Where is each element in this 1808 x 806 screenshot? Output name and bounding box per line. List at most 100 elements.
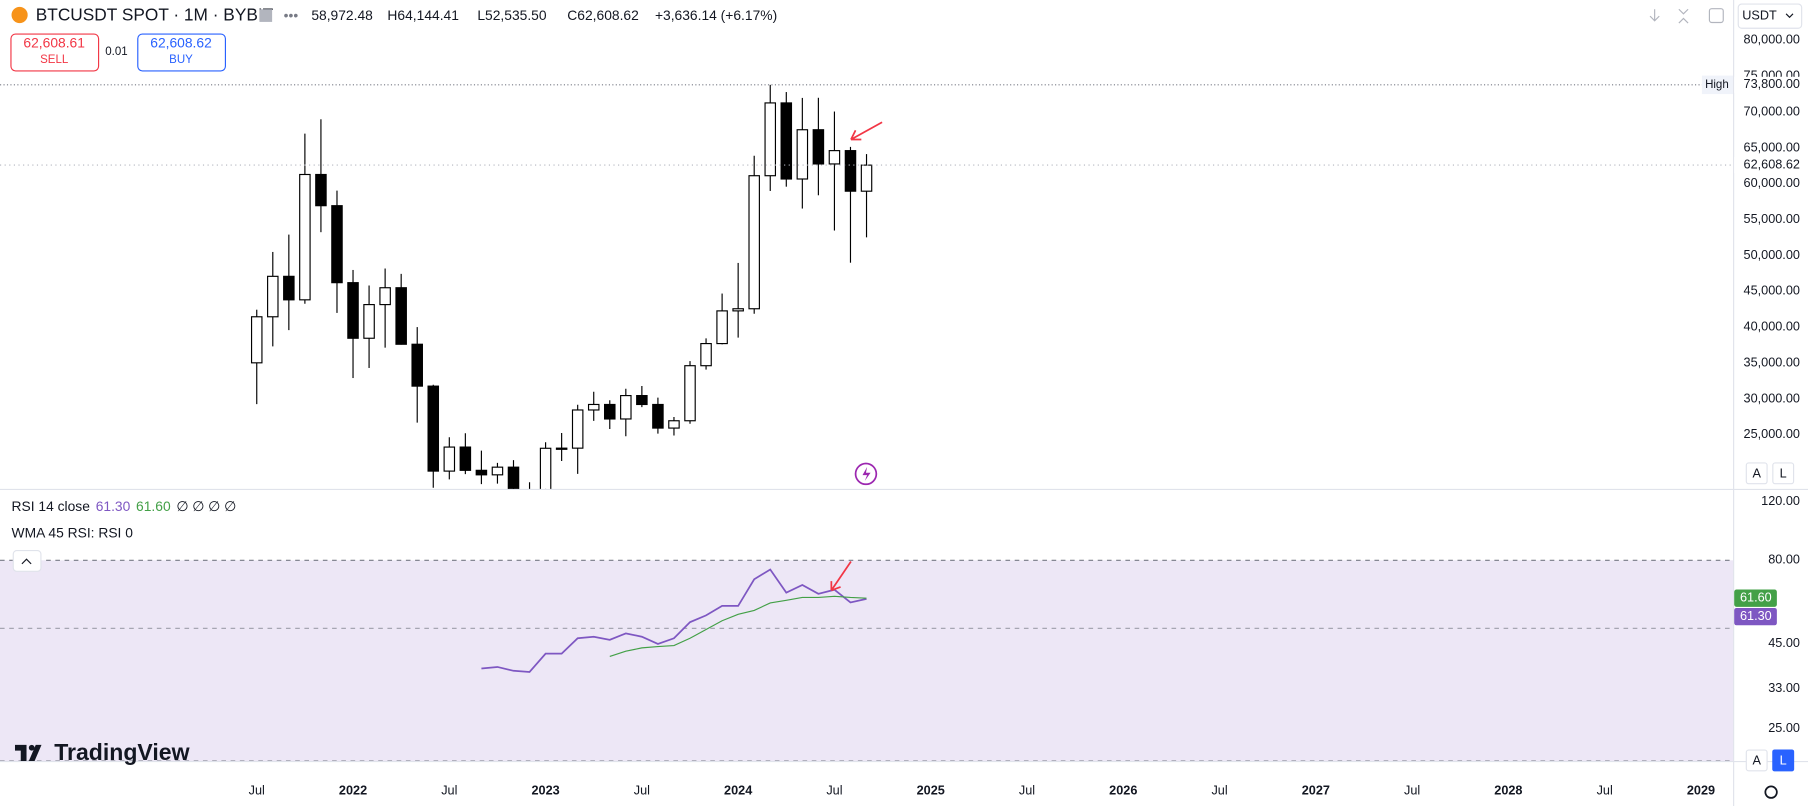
logo-mark xyxy=(14,744,42,762)
x-tick-label: Jul xyxy=(826,783,842,797)
currency-select[interactable] xyxy=(1737,3,1803,29)
ohlc-close: C62,608.62 xyxy=(567,7,639,23)
x-tick-label: 2029 xyxy=(1687,783,1715,797)
candle-body xyxy=(363,304,375,339)
candle-body xyxy=(347,282,359,339)
candle-body xyxy=(812,129,825,165)
candle-body xyxy=(411,343,423,387)
x-tick-label: Jul xyxy=(1597,783,1613,797)
rsi-tick-label: 25.00 xyxy=(1768,721,1800,735)
coin-icon xyxy=(11,6,28,24)
wma-legend: WMA 45 RSI: RSI 0 xyxy=(12,525,134,541)
y-tick-label: 25,000.00 xyxy=(1744,427,1800,441)
rsi-tick-label: 33.00 xyxy=(1768,681,1800,695)
buy-price: 62,608.62 xyxy=(150,34,212,50)
annotation-arrow xyxy=(830,561,852,592)
candle-body xyxy=(427,385,440,472)
x-tick-label: Jul xyxy=(1211,783,1227,797)
sell-price: 62,608.61 xyxy=(23,34,85,50)
y-tick-label: 45,000.00 xyxy=(1744,284,1800,298)
log-scale-button-active[interactable] xyxy=(1772,749,1795,772)
candle-body xyxy=(748,175,760,310)
annotation-arrow xyxy=(850,121,883,141)
candle-body xyxy=(395,287,407,345)
candle-body xyxy=(844,150,857,192)
high-tag-label: High xyxy=(1705,79,1729,91)
settings-icon[interactable] xyxy=(1764,785,1778,799)
dropdown-caret xyxy=(1785,13,1794,19)
candle-body xyxy=(379,287,391,306)
axes: 80,000.0075,000.0070,000.0065,000.0060,0… xyxy=(0,33,1806,797)
ohlc-change: +3,636.14 (+6.17%) xyxy=(655,7,777,23)
candle-body xyxy=(668,420,680,429)
candle-body xyxy=(571,409,584,449)
last-value-box xyxy=(1734,589,1777,607)
candle-body xyxy=(267,275,279,318)
log-scale-label: L xyxy=(1780,753,1787,767)
sell-button[interactable] xyxy=(10,33,100,72)
candle-body xyxy=(459,446,472,471)
rsi-line xyxy=(609,595,867,657)
y-tick-label: 60,000.00 xyxy=(1744,176,1800,190)
x-tick-label: 2027 xyxy=(1302,783,1330,797)
spread: 0.01 xyxy=(105,46,127,58)
icon-collapse[interactable] xyxy=(1678,8,1689,24)
last-value-label: 61.30 xyxy=(1740,609,1772,623)
ohlc-low: L52,535.50 xyxy=(477,7,547,23)
price-pane xyxy=(250,84,873,489)
high-value-bg xyxy=(1734,76,1806,93)
y-tick-label: 70,000.00 xyxy=(1744,104,1800,118)
x-tick-label: 2026 xyxy=(1109,783,1137,797)
ohlc-open: 58,972.48 xyxy=(311,7,373,23)
candle-body xyxy=(443,446,456,472)
x-tick-label: 2024 xyxy=(724,783,752,797)
currency: USDT xyxy=(1742,8,1777,22)
rsi-legend-title: RSI 14 close xyxy=(12,498,91,514)
event-bolt xyxy=(862,466,871,481)
candle-body xyxy=(283,275,295,301)
flag-icon[interactable] xyxy=(259,9,273,22)
rsi-tick-label: 45.00 xyxy=(1768,636,1800,650)
sell-label: SELL xyxy=(40,54,69,66)
rsi-tick-label: 80.00 xyxy=(1768,553,1800,567)
x-tick-label: Jul xyxy=(1019,783,1035,797)
candle-body xyxy=(684,365,696,422)
candle-body xyxy=(250,316,263,364)
candle-body xyxy=(604,403,616,420)
candle-body xyxy=(555,447,568,450)
candle-body xyxy=(507,466,520,489)
rsi-legend-extra: ∅ ∅ ∅ ∅ xyxy=(176,498,236,514)
candle-body xyxy=(860,164,873,192)
rsi-pane xyxy=(481,568,867,673)
rsi-tick-label: 120.00 xyxy=(1761,494,1800,508)
candle-body xyxy=(620,395,632,420)
buy-button[interactable] xyxy=(137,33,226,72)
x-tick-label: 2028 xyxy=(1494,783,1522,797)
log-scale-button[interactable] xyxy=(1772,462,1795,485)
candle-body xyxy=(491,466,504,476)
collapse-button[interactable] xyxy=(12,550,42,572)
candle-body xyxy=(475,469,488,476)
logo-dot xyxy=(28,744,35,751)
last-value-box xyxy=(1734,607,1777,626)
y-tick-label: 40,000.00 xyxy=(1744,320,1800,334)
y-tick-label: 55,000.00 xyxy=(1744,212,1800,226)
high-tag xyxy=(1701,75,1734,95)
symbol-box[interactable] xyxy=(2,2,310,29)
auto-scale-button[interactable] xyxy=(1745,749,1768,772)
auto-scale-button[interactable] xyxy=(1745,462,1768,485)
icon-down[interactable] xyxy=(1649,9,1660,22)
candle-body xyxy=(636,395,648,406)
high-value: 73,800.00 xyxy=(1744,77,1800,91)
rsi-legend-value: 61.30 xyxy=(96,498,131,514)
more-dots[interactable]: ••• xyxy=(284,7,299,23)
icon-window[interactable] xyxy=(1708,8,1724,24)
candle-body xyxy=(700,342,712,367)
symbol: BTCUSDT SPOT · 1M · BYBIT xyxy=(36,5,274,25)
x-tick-label: 2022 xyxy=(339,783,367,797)
y-tick-label: 35,000.00 xyxy=(1744,355,1800,369)
rsi-line xyxy=(481,568,867,673)
candle-body xyxy=(299,173,311,301)
